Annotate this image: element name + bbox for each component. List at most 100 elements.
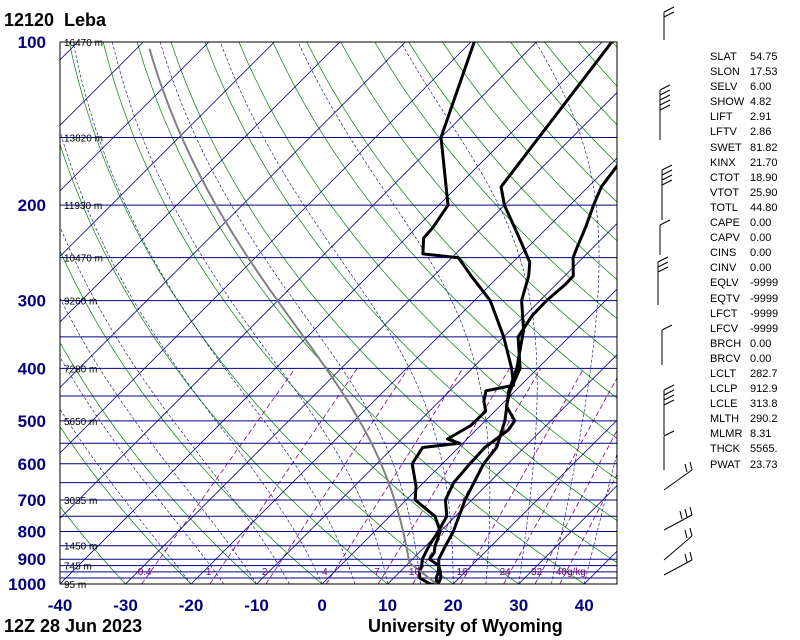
index-key: LFTV	[710, 126, 737, 139]
index-row: LFCT -9999	[710, 307, 778, 322]
profile-line-2	[434, 42, 613, 584]
index-value: 2.86	[750, 126, 772, 139]
pressure-tick-label: 700	[18, 491, 46, 510]
mixing-ratio-label: 4	[322, 567, 328, 578]
wind-barb	[663, 6, 675, 40]
index-key: SWET	[710, 141, 742, 154]
mixing-ratio-line	[377, 368, 511, 584]
index-key: CINV	[710, 262, 737, 275]
index-value: 2.91	[750, 111, 772, 124]
moist-adiabat-line	[60, 225, 290, 584]
wind-barb	[659, 219, 671, 255]
profile-line-3	[410, 42, 516, 584]
mixing-ratio-line	[141, 368, 296, 584]
index-key: VTOT	[710, 186, 740, 199]
isotherm-line	[321, 288, 617, 584]
isobars	[60, 41, 617, 585]
index-row: SLAT 54.75	[710, 50, 778, 65]
index-value: 0.00	[750, 247, 772, 260]
index-key: MLTH	[710, 413, 740, 426]
index-value: 17.53	[750, 66, 778, 79]
index-key: CTOT	[710, 171, 740, 184]
index-row: TOTL 44.80	[710, 201, 778, 216]
index-key: BRCV	[710, 352, 741, 365]
dry-adiabat-line	[60, 143, 389, 584]
index-key: THCK	[710, 443, 740, 456]
index-value: 44.80	[750, 201, 778, 214]
pressure-tick-label: 500	[18, 412, 46, 431]
index-key: LCLE	[710, 398, 738, 411]
isotherm-line	[125, 91, 617, 584]
index-row: LCLT 282.7	[710, 367, 778, 382]
dry-adiabat-line	[102, 42, 520, 584]
height-label: 95 m	[64, 580, 86, 591]
mixing-ratio-label: 2	[262, 567, 268, 578]
index-row: KINX 21.70	[710, 156, 778, 171]
dry-adiabat-line	[306, 42, 617, 399]
index-value: 81.82	[750, 141, 778, 154]
isotherm-line	[387, 354, 617, 584]
wind-barb	[657, 256, 669, 305]
x-tick-label: 30	[509, 596, 528, 615]
station-id: 12120	[4, 10, 55, 30]
index-key: SELV	[710, 81, 738, 94]
height-label: 13820 m	[64, 133, 103, 144]
isotherm-line	[60, 42, 537, 520]
moist-adiabats	[60, 42, 617, 584]
wind-barb	[661, 324, 673, 365]
plot-frame	[59, 41, 618, 585]
index-value: 18.90	[750, 171, 778, 184]
index-value: 21.70	[750, 156, 778, 169]
index-row: LIFT 2.91	[710, 110, 778, 125]
index-row: SELV 6.00	[710, 80, 778, 95]
index-row: EQTV -9999	[710, 292, 778, 307]
index-value: 5565.	[750, 443, 778, 456]
station-name: Leba	[64, 10, 107, 30]
observation-time: 12Z 28 Jun 2023	[4, 616, 143, 636]
height-label: 9260 m	[64, 297, 97, 308]
pressure-tick-label: 900	[18, 550, 46, 569]
mixing-ratio-line	[534, 429, 617, 584]
wind-barb	[663, 430, 675, 470]
wind-barbs	[657, 6, 693, 576]
mixing-ratio-label: 10	[409, 567, 421, 578]
pressure-tick-label: 400	[18, 359, 46, 378]
index-value: 313.8	[750, 398, 778, 411]
moist-adiabat-line	[583, 452, 617, 584]
index-key: SLON	[710, 66, 740, 79]
dry-adiabat-line	[374, 42, 617, 320]
profile-line-1	[417, 163, 617, 584]
index-row: SWET 81.82	[710, 141, 778, 156]
isotherm-line	[60, 42, 406, 388]
isotherm-line	[190, 157, 617, 584]
pressure-tick-label: 1000	[8, 575, 46, 594]
index-value: 290.2	[750, 413, 778, 426]
dry-adiabat-line	[68, 42, 454, 584]
index-row: VTOT 25.90	[710, 186, 778, 201]
isotherms	[60, 42, 617, 584]
index-key: LIFT	[710, 111, 733, 124]
index-row: SLON 17.53	[710, 65, 778, 80]
index-row: BRCH 0.00	[710, 337, 778, 352]
x-tick-label: 10	[378, 596, 397, 615]
height-label: 16470 m	[64, 38, 103, 49]
mixing-ratio-line	[325, 368, 464, 584]
index-row: THCK 5565.	[710, 442, 778, 457]
index-value: 0.00	[750, 337, 772, 350]
isotherm-line	[256, 223, 617, 584]
isotherm-line	[60, 42, 210, 192]
index-row: SHOW 4.82	[710, 95, 778, 110]
mixing-ratio-line	[460, 368, 585, 584]
pressure-tick-label: 100	[18, 33, 46, 52]
wind-barb	[663, 461, 693, 491]
x-tick-label: -30	[113, 596, 138, 615]
mixing-ratio-line	[559, 473, 617, 584]
dry-adiabat-line	[340, 42, 617, 359]
index-key: BRCH	[710, 337, 742, 350]
mixing-ratio-label: 1	[206, 567, 212, 578]
wind-barb	[661, 164, 673, 220]
moist-adiabat-line	[535, 42, 600, 584]
index-key: SLAT	[710, 51, 737, 63]
index-row: LCLE 313.8	[710, 397, 778, 412]
